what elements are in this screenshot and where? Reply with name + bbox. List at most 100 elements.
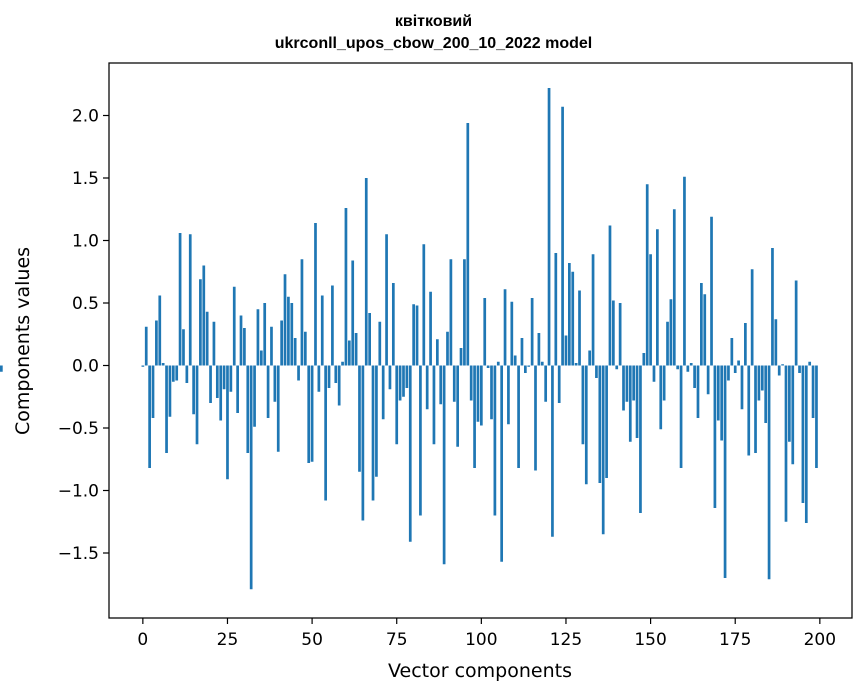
bar-177 bbox=[740, 365, 744, 410]
bar-189 bbox=[781, 364, 784, 366]
bar-46 bbox=[297, 365, 300, 381]
x-tick-label: 25 bbox=[217, 630, 239, 650]
bar-159 bbox=[679, 365, 683, 468]
bar-25 bbox=[226, 365, 229, 480]
bar-190 bbox=[784, 365, 788, 522]
y-tick-label: 0.5 bbox=[72, 294, 99, 314]
bar-89 bbox=[442, 365, 446, 565]
bar-119 bbox=[544, 365, 548, 402]
bar-167 bbox=[706, 365, 710, 395]
bar-27 bbox=[232, 286, 236, 366]
bar-185 bbox=[767, 365, 771, 580]
bar-97 bbox=[469, 365, 473, 401]
bar-160 bbox=[683, 176, 686, 366]
bar-171 bbox=[720, 365, 724, 441]
y-tick-label: 1.5 bbox=[72, 169, 99, 189]
bar-74 bbox=[391, 283, 395, 366]
bar-13 bbox=[185, 365, 189, 383]
bar-125 bbox=[564, 335, 568, 366]
bar-56 bbox=[331, 285, 334, 366]
bar-40 bbox=[276, 365, 280, 452]
bar-7 bbox=[165, 365, 168, 453]
bar-67 bbox=[368, 313, 371, 366]
bar-68 bbox=[371, 365, 375, 501]
bar-157 bbox=[672, 209, 676, 366]
bar-69 bbox=[375, 365, 378, 477]
bar-134 bbox=[595, 365, 598, 378]
bar-51 bbox=[314, 223, 317, 366]
bar-28 bbox=[236, 365, 239, 413]
bar-138 bbox=[608, 225, 612, 366]
bar-181 bbox=[754, 365, 757, 453]
plot-frame bbox=[108, 62, 853, 619]
bar-130 bbox=[581, 365, 585, 445]
bar-126 bbox=[568, 263, 571, 366]
bar-141 bbox=[618, 303, 622, 366]
bar-102 bbox=[486, 365, 490, 368]
bar-0 bbox=[141, 365, 145, 367]
bar-98 bbox=[473, 365, 476, 468]
bar-151 bbox=[652, 365, 656, 382]
bar-77 bbox=[402, 365, 405, 397]
bar-110 bbox=[513, 355, 517, 366]
bar-6 bbox=[161, 363, 165, 366]
x-axis-label: Vector components bbox=[388, 660, 572, 682]
bar-43 bbox=[287, 296, 290, 366]
bar-75 bbox=[395, 365, 399, 445]
bar-150 bbox=[649, 254, 652, 366]
bar-24 bbox=[222, 365, 226, 390]
bar-194 bbox=[798, 365, 801, 373]
bar-38 bbox=[270, 326, 273, 366]
bar-147 bbox=[639, 365, 642, 513]
bar-116 bbox=[534, 365, 537, 471]
y-tick-label: −0.5 bbox=[58, 419, 99, 439]
bar-23 bbox=[219, 365, 223, 421]
bar-54 bbox=[324, 365, 327, 501]
bar-121 bbox=[551, 365, 554, 537]
y-axis-ticks: −1.5 −1.0 −0.5 0.0 0.5 1.0 1.5 2.0 bbox=[58, 107, 109, 564]
bar-39 bbox=[273, 365, 277, 402]
bar-136 bbox=[601, 365, 605, 535]
bar-95 bbox=[463, 259, 466, 366]
bar-59 bbox=[341, 361, 344, 366]
bar-144 bbox=[628, 365, 632, 442]
bar-169 bbox=[713, 365, 717, 508]
bar-153 bbox=[659, 365, 663, 430]
bar-101 bbox=[483, 298, 487, 366]
bar-26 bbox=[229, 365, 233, 392]
bar-161 bbox=[686, 365, 690, 372]
bar-175 bbox=[733, 365, 737, 373]
y-tick-label: 1.0 bbox=[72, 232, 99, 252]
x-tick-label: 175 bbox=[719, 630, 751, 650]
bar-64 bbox=[358, 365, 361, 472]
bar-21 bbox=[212, 321, 216, 366]
x-tick-label: 200 bbox=[804, 630, 836, 650]
bar-11 bbox=[178, 233, 182, 366]
y-tick-label: −1.5 bbox=[58, 544, 99, 564]
bar-36 bbox=[263, 303, 267, 366]
bar-22 bbox=[215, 365, 219, 398]
bar-30 bbox=[243, 328, 246, 366]
bar-76 bbox=[398, 365, 402, 401]
bar-164 bbox=[696, 365, 700, 418]
bar-29 bbox=[239, 315, 243, 366]
chart-title: квітковий bbox=[394, 13, 473, 30]
bar-84 bbox=[425, 365, 429, 410]
bar-178 bbox=[744, 323, 747, 366]
bar-140 bbox=[615, 365, 619, 370]
bar-19 bbox=[205, 311, 209, 366]
bar-1 bbox=[144, 326, 148, 366]
bar-165 bbox=[700, 283, 703, 366]
bar-111 bbox=[517, 365, 520, 468]
bar-52 bbox=[317, 365, 321, 392]
x-tick-label: 75 bbox=[386, 630, 408, 650]
bar-143 bbox=[625, 365, 629, 402]
bar-149 bbox=[645, 184, 649, 366]
bar-200 bbox=[0, 365, 3, 372]
bar-162 bbox=[689, 363, 693, 366]
bar-17 bbox=[199, 279, 202, 366]
bar-123 bbox=[557, 365, 561, 403]
bar-187 bbox=[774, 319, 778, 366]
